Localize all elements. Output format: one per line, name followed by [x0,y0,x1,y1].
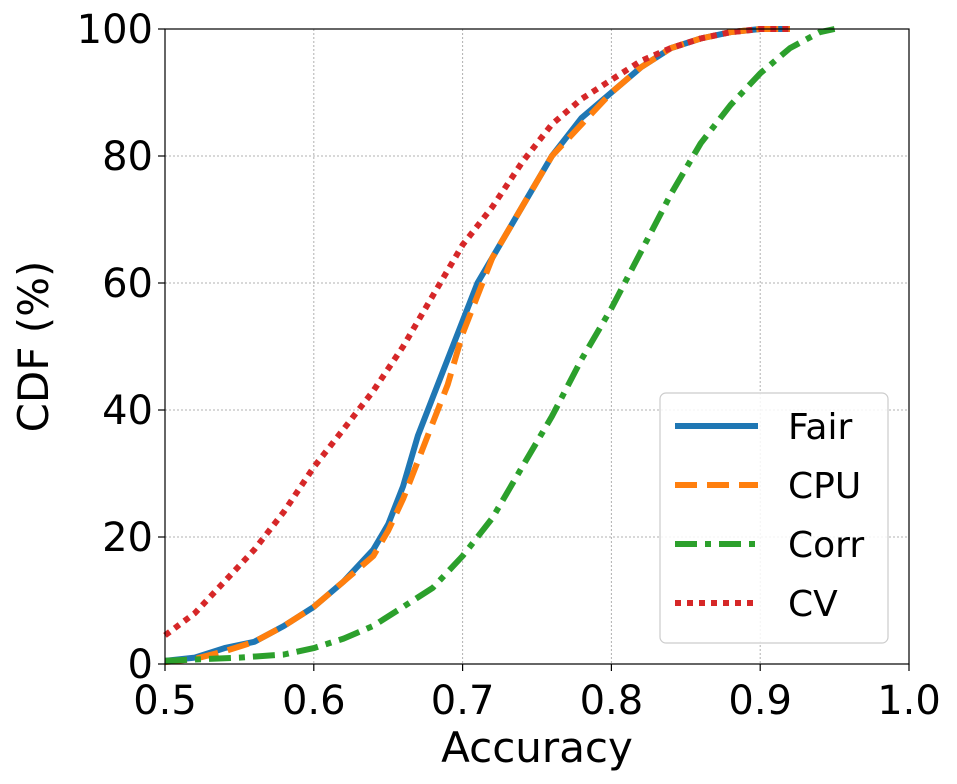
y-tick-label: 60 [102,261,153,307]
series-line-corr [164,26,836,664]
y-axis-label: CDF (%) [9,261,58,433]
y-tick-label: 100 [77,7,153,53]
x-tick-label: 0.8 [580,678,644,724]
y-tick-label: 0 [128,642,153,688]
series-layer [163,26,836,666]
x-axis-ticks: 0.5 0.6 0.7 0.8 0.9 1.0 [133,664,941,724]
x-tick-label: 0.7 [431,678,495,724]
plot-area-frame [164,28,910,665]
series-line-cv [163,26,790,638]
legend-label-fair: Fair [788,407,852,448]
y-tick-label: 80 [102,134,153,180]
legend-box [659,392,889,644]
y-tick-label: 20 [102,515,153,561]
x-tick-label: 0.9 [728,678,792,724]
x-tick-label: 0.6 [282,678,346,724]
legend-label-cpu: CPU [788,466,861,507]
legend: Fair CPU Corr CV [659,392,889,644]
legend-label-cv: CV [788,584,838,625]
legend-label-corr: Corr [788,525,864,566]
y-axis-ticks: 0 20 40 60 80 100 [77,7,165,688]
x-tick-label: 1.0 [877,678,941,724]
y-tick-label: 40 [102,388,153,434]
x-tick-label: 0.5 [133,678,197,724]
x-axis-label: Accuracy [441,723,633,772]
